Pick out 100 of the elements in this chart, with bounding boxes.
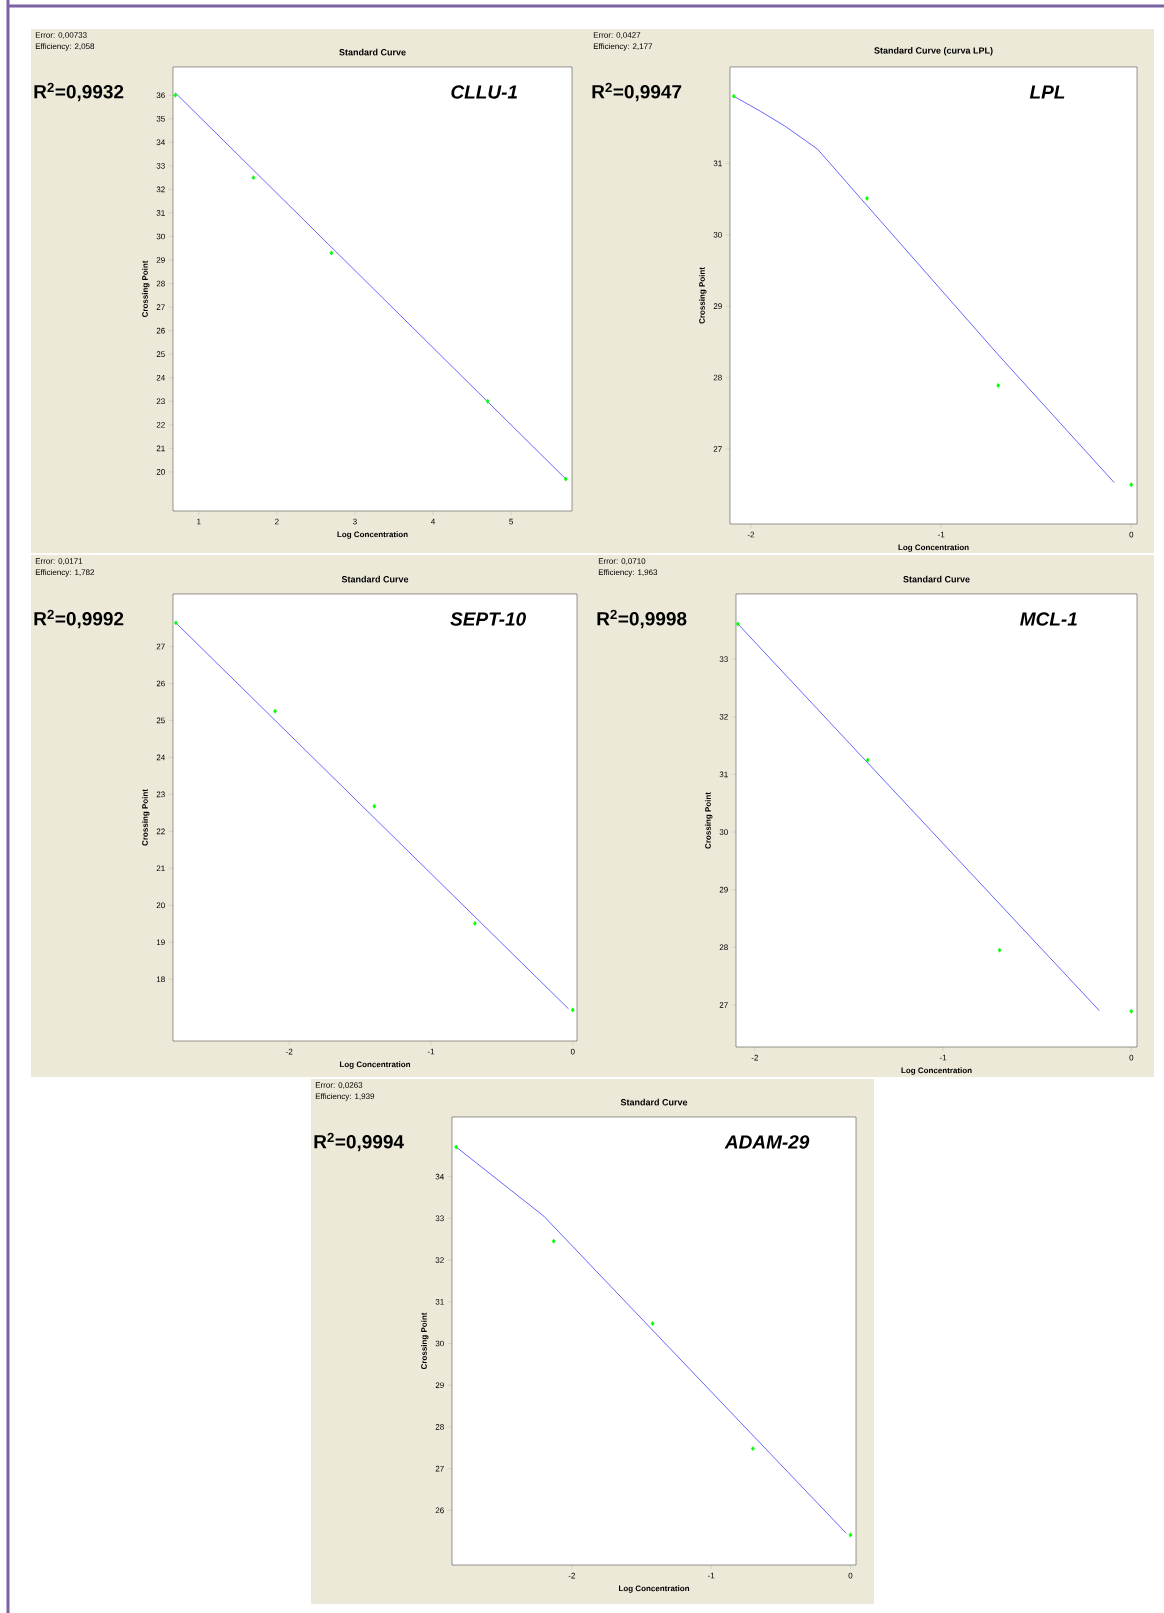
point	[273, 708, 277, 714]
point	[996, 383, 1001, 388]
y-tick-label: 32	[156, 186, 165, 193]
annotation: MCL-1	[1020, 612, 1077, 626]
text: Efficiency: 1,939	[315, 1093, 375, 1101]
text: R$^{2}$=0,9947	[592, 82, 682, 102]
x-tick-label: 4	[430, 518, 436, 525]
y-tick-label: 22	[156, 422, 165, 428]
y-axis-title: Crossing Point	[420, 1312, 429, 1370]
y-tick-label: 32	[435, 1257, 444, 1263]
x-axis-title: Log Concentration	[901, 1067, 972, 1075]
point	[551, 1238, 556, 1244]
y-tick-label: 23	[156, 791, 165, 798]
y-tick-label: 27	[435, 1465, 444, 1472]
y-tick-label: 29	[719, 886, 728, 893]
y-tick-label: 30	[713, 231, 722, 238]
annotation: LPL	[1029, 85, 1065, 99]
chart-title: Standard Curve	[339, 48, 406, 56]
y-tick-label: 33	[156, 163, 165, 169]
x-tick-label: -2	[751, 1054, 758, 1061]
y-tick-label: 21	[156, 865, 165, 872]
text: R$^{2}$=0,9994	[314, 1132, 404, 1152]
y-tick-label: 22	[156, 828, 165, 835]
y-tick-label: 33	[435, 1215, 444, 1222]
y-tick-label: 35	[156, 115, 165, 122]
chart-title: Standard Curve	[341, 575, 409, 583]
x-tick-label: -1	[937, 531, 945, 538]
point	[372, 803, 377, 809]
y-tick-label: 33	[719, 656, 728, 662]
y-tick-label: 27	[156, 304, 165, 310]
y-tick-label: 25	[156, 717, 165, 724]
x-tick-label: -2	[747, 531, 755, 538]
x-tick-label: 5	[509, 518, 513, 525]
y-axis-title: Crossing Point	[698, 267, 707, 324]
text: Error: 0,0263	[315, 1082, 363, 1089]
y-tick-label: 26	[156, 680, 165, 687]
point	[731, 93, 736, 99]
y-tick-label: 18	[156, 976, 165, 983]
y-tick-label: 27	[719, 1002, 728, 1008]
y-tick-label: 31	[435, 1298, 444, 1305]
x-tick-label: 0	[1129, 1054, 1134, 1061]
y-tick-label: 30	[435, 1340, 444, 1347]
y-tick-label: 28	[719, 944, 728, 951]
y-tick-label: 36	[156, 92, 165, 99]
x-tick-label: -1	[939, 1054, 947, 1061]
y-tick-label: 23	[156, 398, 165, 405]
chart-title: Standard Curve (curva LPL)	[874, 47, 993, 56]
y-tick-label: 27	[156, 643, 165, 650]
x-tick-label: 1	[197, 518, 201, 525]
chart-title: Standard Curve	[620, 1098, 688, 1106]
x-tick-label: -1	[427, 1048, 435, 1055]
x-tick-label: 0	[848, 1572, 853, 1579]
y-tick-label: 27	[713, 446, 722, 452]
point	[751, 1446, 755, 1452]
point	[454, 1144, 459, 1150]
x-tick-label: 3	[353, 518, 357, 525]
x-tick-label: -1	[707, 1572, 715, 1579]
point	[173, 620, 178, 626]
y-tick-label: 19	[156, 939, 165, 946]
y-tick-label: 24	[156, 374, 165, 381]
text: Efficiency: 2,177	[593, 43, 653, 51]
y-axis-title: Crossing Point	[141, 260, 150, 318]
x-axis-title: Log Concentration	[898, 544, 969, 552]
text: Error: 0,0710	[598, 558, 646, 565]
x-axis-title: Log Concentration	[339, 1061, 411, 1069]
y-tick-label: 31	[719, 771, 728, 778]
y-tick-label: 31	[713, 160, 722, 167]
point	[848, 1532, 853, 1538]
x-tick-label: -2	[286, 1048, 293, 1055]
point	[570, 1007, 575, 1013]
point	[1129, 1008, 1134, 1014]
text: Efficiency: 1,782	[35, 569, 95, 577]
x-tick-label: 0	[1129, 531, 1134, 538]
y-tick-label: 29	[713, 303, 722, 310]
text: Error: 0,0171	[35, 558, 83, 565]
point	[563, 476, 568, 482]
y-tick-label: 20	[156, 902, 165, 909]
x-tick-label: -2	[568, 1572, 575, 1579]
point	[173, 92, 178, 98]
y-tick-label: 26	[156, 327, 165, 334]
y-axis-title: Crossing Point	[704, 792, 713, 849]
y-tick-label: 24	[156, 754, 165, 761]
point	[865, 195, 869, 201]
x-axis-title: Log Concentration	[337, 531, 408, 539]
point	[865, 757, 870, 763]
y-tick-label: 26	[435, 1507, 444, 1514]
point	[997, 947, 1002, 953]
y-tick-label: 25	[156, 351, 165, 358]
annotation: SEPT-10	[450, 612, 526, 626]
x-axis-title: Log Concentration	[618, 1585, 690, 1593]
y-tick-label: 34	[435, 1173, 444, 1180]
y-tick-label: 28	[713, 374, 722, 381]
annotation: ADAM-29	[724, 1135, 810, 1149]
text: Error: 0,00733	[35, 32, 87, 39]
text: Efficiency: 2,058	[35, 43, 95, 51]
y-tick-label: 30	[719, 829, 728, 835]
annotation: CLLU-1	[451, 85, 517, 99]
text: Efficiency: 1,963	[598, 569, 658, 577]
y-tick-label: 28	[156, 280, 165, 287]
y-tick-label: 29	[156, 257, 165, 263]
